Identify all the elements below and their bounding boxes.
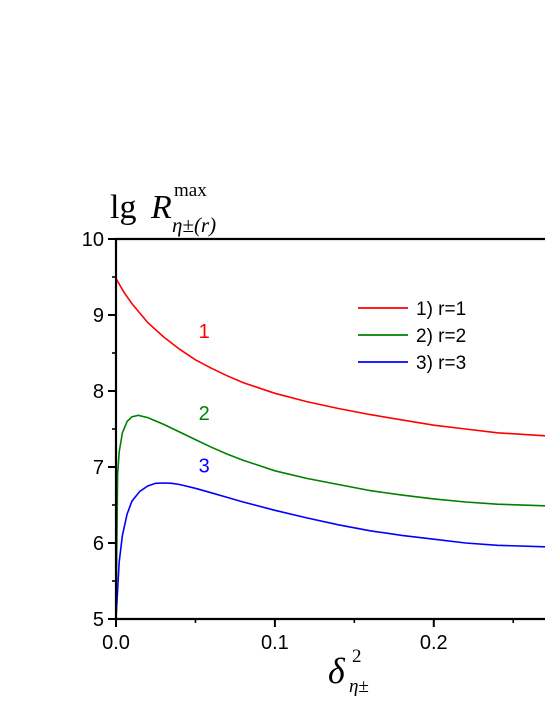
y-tick-label: 5 bbox=[93, 609, 104, 631]
series-line-2 bbox=[115, 414, 545, 620]
curve-label-2: 2 bbox=[199, 403, 210, 425]
legend-label-2: 2) r=2 bbox=[416, 326, 466, 347]
x-tick-label: 0.0 bbox=[102, 632, 130, 654]
y-axis-label: lg R max η±(r) bbox=[110, 180, 216, 237]
x-label-superscript: 2 bbox=[352, 646, 362, 667]
y-label-symbol: R bbox=[150, 189, 172, 226]
legend-label-1: 1) r=1 bbox=[416, 299, 466, 320]
x-label-subscript: η± bbox=[349, 676, 369, 697]
legend-label-3: 3) r=3 bbox=[416, 353, 466, 374]
y-tick-label: 6 bbox=[93, 533, 104, 555]
x-tick-label: 0.1 bbox=[261, 632, 289, 654]
x-label-symbol: δ bbox=[328, 651, 346, 691]
x-tick-label: 0.2 bbox=[420, 632, 448, 654]
y-tick-label: 9 bbox=[93, 305, 104, 327]
svg-text:lg R: lg R bbox=[110, 189, 172, 226]
curve-label-1: 1 bbox=[199, 321, 210, 343]
y-label-subscript: η±(r) bbox=[172, 213, 216, 237]
series-line-1 bbox=[115, 278, 545, 437]
y-tick-label: 8 bbox=[93, 381, 104, 403]
y-tick-label: 7 bbox=[93, 457, 104, 479]
curve-label-3: 3 bbox=[199, 455, 210, 477]
y-label-base: lg bbox=[110, 189, 136, 226]
series-line-3 bbox=[115, 482, 545, 620]
x-axis-label: δ 2 η± bbox=[328, 646, 369, 697]
y-label-superscript: max bbox=[174, 180, 207, 201]
y-tick-label: 10 bbox=[82, 229, 104, 251]
